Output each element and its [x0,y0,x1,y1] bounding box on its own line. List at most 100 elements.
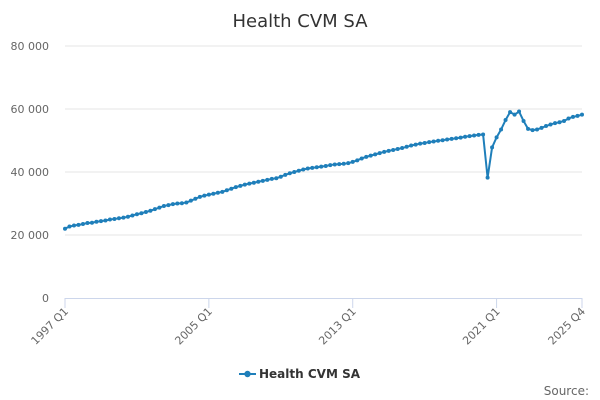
data-point[interactable] [283,172,288,177]
data-point[interactable] [256,179,261,184]
data-point[interactable] [179,201,184,206]
data-point[interactable] [341,161,346,166]
data-point[interactable] [359,156,364,161]
data-point[interactable] [98,219,103,224]
data-point[interactable] [368,153,373,158]
data-point[interactable] [202,193,207,198]
data-point[interactable] [485,175,490,180]
data-point[interactable] [305,166,310,171]
data-point[interactable] [224,188,229,193]
data-point[interactable] [269,176,274,181]
data-point[interactable] [116,216,121,221]
data-point[interactable] [454,136,459,141]
data-point[interactable] [499,127,504,132]
data-point[interactable] [332,162,337,167]
data-point[interactable] [575,113,580,118]
data-point[interactable] [404,144,409,149]
data-point[interactable] [566,116,571,121]
data-point[interactable] [481,132,486,137]
data-point[interactable] [328,163,333,168]
data-point[interactable] [350,159,355,164]
data-point[interactable] [458,135,463,140]
data-point[interactable] [152,207,157,212]
data-point[interactable] [530,128,535,133]
data-point[interactable] [503,118,508,123]
data-point[interactable] [548,122,553,127]
data-point[interactable] [112,216,117,221]
data-point[interactable] [265,177,270,182]
data-point[interactable] [544,124,549,129]
data-point[interactable] [251,180,256,185]
data-point[interactable] [215,190,220,195]
data-point[interactable] [292,170,297,174]
data-point[interactable] [427,140,432,145]
data-point[interactable] [395,147,400,151]
data-point[interactable] [197,194,202,199]
data-point[interactable] [413,142,418,147]
data-point[interactable] [526,126,531,131]
data-point[interactable] [431,139,436,144]
data-point[interactable] [148,208,153,213]
data-point[interactable] [521,118,526,123]
data-point[interactable] [418,141,423,146]
data-point[interactable] [103,218,108,223]
data-point[interactable] [346,161,351,166]
data-point[interactable] [121,215,126,220]
data-point[interactable] [188,198,193,203]
data-point[interactable] [125,214,130,219]
data-point[interactable] [170,202,175,207]
data-point[interactable] [314,165,319,170]
data-point[interactable] [391,147,396,152]
data-point[interactable] [71,223,76,228]
data-point[interactable] [436,138,441,143]
data-point[interactable] [386,148,391,153]
data-point[interactable] [571,114,576,119]
data-point[interactable] [476,132,481,137]
data-point[interactable] [161,204,166,209]
data-point[interactable] [175,201,180,206]
data-point[interactable] [440,138,445,143]
data-point[interactable] [400,146,405,151]
data-point[interactable] [63,226,67,231]
data-point[interactable] [553,121,558,126]
data-point[interactable] [449,136,454,141]
data-point[interactable] [274,176,279,181]
data-point[interactable] [134,212,139,217]
data-point[interactable] [377,151,382,156]
data-point[interactable] [157,205,162,210]
data-point[interactable] [517,109,522,114]
data-point[interactable] [535,127,540,132]
data-point[interactable] [508,110,513,115]
data-point[interactable] [184,200,189,205]
data-point[interactable] [580,112,584,117]
data-point[interactable] [85,221,90,226]
data-point[interactable] [229,186,234,191]
data-point[interactable] [260,178,265,183]
data-point[interactable] [467,134,472,139]
data-point[interactable] [422,141,427,146]
data-point[interactable] [409,143,414,148]
data-point[interactable] [130,213,135,218]
data-point[interactable] [143,210,148,214]
data-point[interactable] [310,165,315,170]
data-point[interactable] [512,112,517,117]
data-point[interactable] [472,133,477,138]
data-point[interactable] [89,220,94,225]
data-point[interactable] [242,182,247,187]
data-point[interactable] [193,196,198,201]
data-point[interactable] [94,219,99,224]
data-point[interactable] [323,164,328,169]
data-point[interactable] [166,203,171,208]
data-point[interactable] [107,217,112,222]
data-point[interactable] [301,167,306,172]
data-point[interactable] [337,162,342,167]
data-point[interactable] [557,120,562,125]
data-point[interactable] [445,137,450,142]
data-point[interactable] [296,168,301,173]
data-point[interactable] [206,192,211,197]
data-point[interactable] [80,221,85,226]
data-point[interactable] [364,154,369,159]
data-point[interactable] [463,134,468,139]
data-point[interactable] [211,191,216,196]
data-point[interactable] [319,164,324,169]
